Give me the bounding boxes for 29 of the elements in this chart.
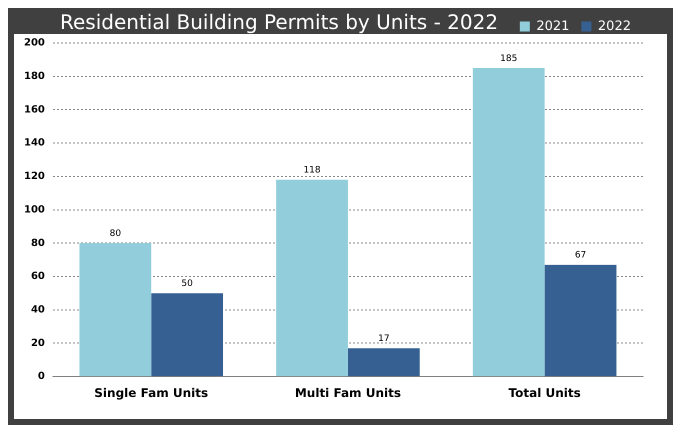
y-tick-label: 180 [24,70,45,82]
data-label: 118 [303,166,321,176]
bar [276,180,348,376]
x-tick-label: Single Fam Units [94,386,208,400]
bar [348,348,420,376]
bar [151,293,224,376]
y-tick-label: 60 [30,271,45,282]
legend-label: 2022 [598,18,632,34]
y-tick-label: 0 [38,371,45,382]
data-label: 67 [574,250,586,261]
data-label: 185 [500,54,518,64]
y-tick-label: 100 [24,204,45,216]
y-tick-label: 140 [24,138,45,149]
y-tick-label: 40 [30,304,45,316]
x-tick-label: Multi Fam Units [294,386,402,400]
y-tick-label: 200 [24,38,45,49]
data-label: 17 [378,334,390,344]
data-label: 50 [181,279,194,290]
legend-label: 2021 [536,18,570,34]
bar [79,243,152,376]
y-tick-label: 120 [24,171,45,182]
chart-title: Residential Building Permits by Units - 2022 [60,10,498,34]
y-tick-label: 20 [30,338,45,349]
x-tick-label: Total Units [508,386,581,400]
y-tick-label: 80 [30,238,45,249]
data-label: 80 [110,229,122,240]
bar [472,68,545,376]
y-tick-label: 160 [24,104,45,116]
bar [544,264,616,376]
